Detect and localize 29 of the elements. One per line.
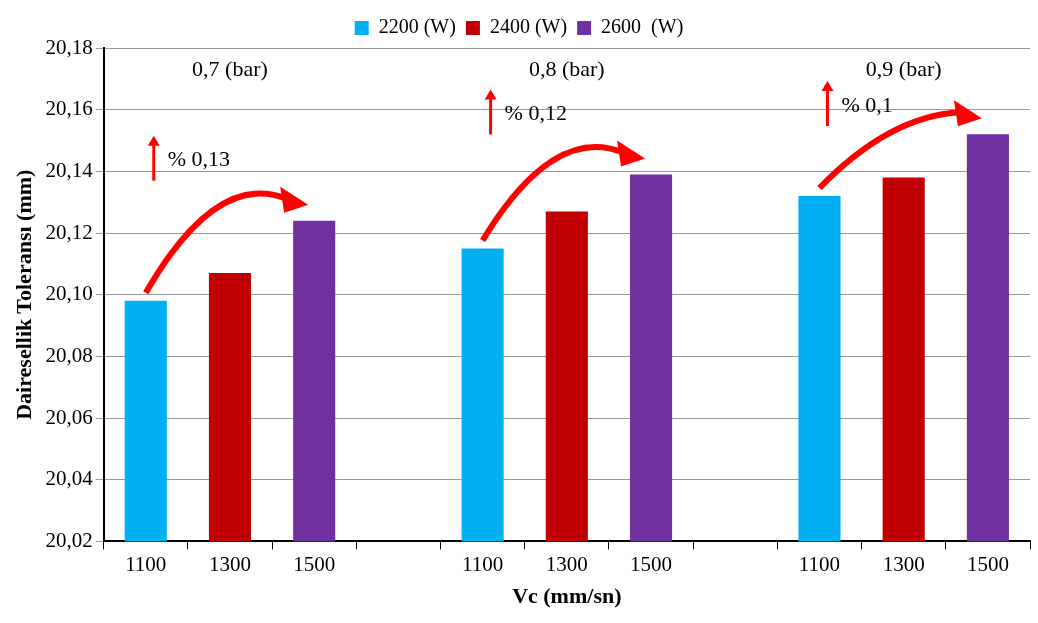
legend-label: 2400 (W) <box>489 15 568 39</box>
x-tick-label: 1300 <box>545 551 588 576</box>
x-tick-label: 1300 <box>882 551 925 576</box>
annotation: 0,8 (bar) <box>528 55 605 81</box>
x-tick-label: 1100 <box>461 551 504 576</box>
x-tick-label: 1500 <box>966 551 1009 576</box>
x-tick-label: 1100 <box>798 551 841 576</box>
x-tick-label: 1500 <box>630 551 673 576</box>
y-tick-label: 20,14 <box>45 157 94 182</box>
y-tick-label: 20,06 <box>45 404 93 429</box>
x-tick-label: 1500 <box>293 551 336 576</box>
x-tick-label: 1300 <box>208 551 251 576</box>
x-axis-title: Vc (mm/sn) <box>512 583 622 609</box>
annotation: % 0,13 <box>167 146 231 172</box>
y-tick-label: 20,12 <box>45 219 93 244</box>
y-tick-label: 20,18 <box>45 34 93 59</box>
y-tick-label: 20,08 <box>45 342 93 367</box>
y-axis-title: Dairesellik Toleransı (mm) <box>10 169 36 420</box>
legend-label: 2200 (W) <box>378 15 456 39</box>
y-tick-label: 20,16 <box>45 96 93 121</box>
y-tick-label: 20,10 <box>45 281 93 306</box>
y-tick-label: 20,04 <box>45 466 94 491</box>
y-tick-label: 20,02 <box>45 527 93 552</box>
legend-label: 2600 (W) <box>601 15 684 39</box>
x-tick-label: 1100 <box>125 551 167 576</box>
annotation: % 0,1 <box>841 91 893 117</box>
annotation: 0,7 (bar) <box>192 55 268 81</box>
annotation: % 0,12 <box>504 100 567 126</box>
annotation: 0,9 (bar) <box>865 55 942 81</box>
